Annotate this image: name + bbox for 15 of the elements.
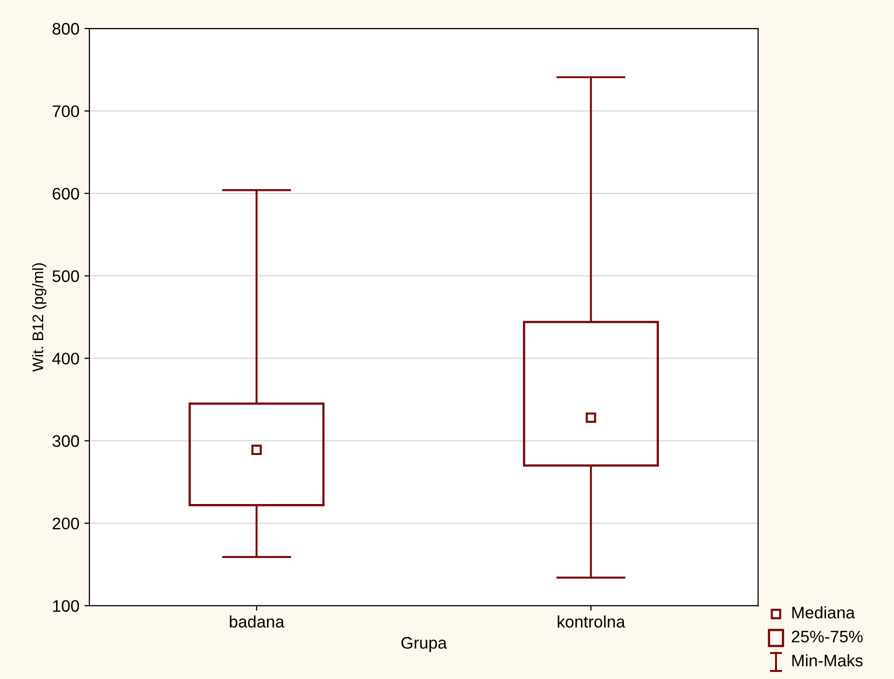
- y-axis-title: Wit. B12 (pg/ml): [32, 263, 46, 372]
- y-tick-label: 300: [52, 435, 80, 447]
- text: Min-Maks: [792, 654, 863, 666]
- text: Mediana: [792, 606, 855, 618]
- y-tick-label: 500: [52, 270, 80, 282]
- x-axis-title: Grupa: [401, 636, 447, 652]
- y-tick-label: 400: [52, 352, 80, 365]
- x-tick-label: kontrolna: [558, 615, 626, 628]
- y-tick-label: 600: [52, 188, 80, 200]
- y-tick-label: 200: [52, 518, 80, 530]
- text: 25%-75%: [792, 630, 863, 642]
- y-tick-label: 800: [52, 22, 80, 35]
- y-tick-label: 700: [52, 105, 80, 118]
- x-tick-label: badana: [230, 615, 284, 628]
- y-tick-label: 100: [53, 600, 80, 612]
